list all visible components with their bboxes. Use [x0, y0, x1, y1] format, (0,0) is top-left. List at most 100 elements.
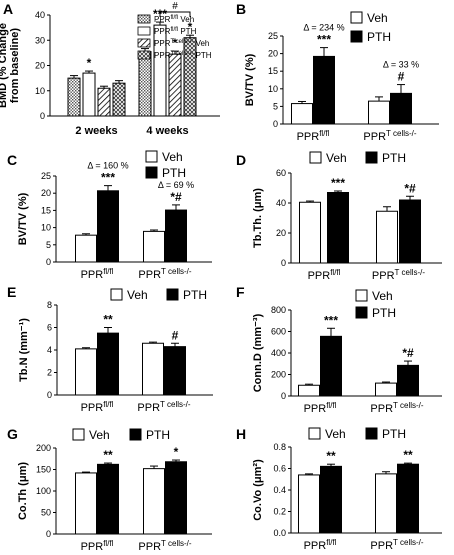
- y-tick-label: 20: [276, 228, 286, 238]
- y-tick-label: 6: [47, 323, 52, 333]
- bar: [82, 72, 96, 117]
- significance-mark: *#: [170, 190, 182, 204]
- y-tick-label: 60: [276, 168, 286, 178]
- significance-mark: #: [398, 70, 405, 84]
- category-label: PPRfl/fl: [81, 539, 114, 553]
- panel-h: H 0.0 0.2 0.4 0.6 0.8 Co.Vo (μm²) PPRfl/fl PPRT …: [236, 426, 442, 552]
- bar: [327, 192, 349, 264]
- category-label: PPRfl/fl: [297, 129, 330, 143]
- category-label: 4 weeks: [146, 125, 188, 137]
- y-tick-label: 5: [46, 240, 51, 250]
- y-tick-label: 15: [41, 205, 51, 215]
- legend-swatch: [110, 288, 123, 301]
- category-label: PPRT cells-/-: [137, 400, 190, 414]
- significance-mark: **: [326, 449, 336, 463]
- legend-swatch: [308, 427, 321, 440]
- bar: [143, 468, 165, 535]
- y-tick-label: 0.6: [273, 464, 286, 474]
- y-tick-label: 2: [47, 368, 52, 378]
- legend-swatch: [309, 151, 322, 164]
- panel-letter: A: [3, 1, 13, 17]
- delta-annotation: Δ = 160 %: [87, 161, 128, 171]
- bar: [75, 234, 97, 263]
- bar: [97, 332, 119, 396]
- significance-mark: *: [173, 36, 178, 50]
- category-label: PPRT cells-/-: [363, 129, 416, 143]
- legend-swatch: [137, 26, 151, 36]
- bar: [67, 77, 81, 117]
- significance-mark: *#: [402, 346, 414, 360]
- legend-label: PPRT cells-/- PTH: [154, 51, 212, 60]
- panel-g: G 0 50 100 150 200 Co.Th (μm) PPRfl/fl PPRT cell…: [7, 426, 212, 553]
- bar: [138, 51, 152, 117]
- panel-b: B 0 5 10 15 20 25 BV/TV (%) PPRfl/fl PPRT cells-/…: [236, 1, 439, 143]
- category-label: PPRT cells-/-: [370, 538, 423, 552]
- bar: [399, 199, 421, 264]
- bar: [313, 55, 335, 125]
- y-tick-label: 0: [46, 529, 51, 539]
- y-tick-label: 0: [40, 111, 45, 121]
- significance-mark: *#: [404, 181, 416, 195]
- legend-label: Veh: [325, 427, 346, 441]
- y-tick-label: 150: [36, 465, 51, 475]
- y-tick-label: 100: [36, 486, 51, 496]
- legend-swatch: [365, 151, 378, 164]
- category-label: PPRfl/fl: [81, 400, 114, 414]
- bar: [142, 342, 164, 396]
- category-label: PPRfl/fl: [304, 538, 337, 552]
- bar: [376, 210, 398, 264]
- panel-e: E 0 2 4 6 8 Tb.N (mm⁻¹) PPRfl/fl PPRT cells-/- **…: [7, 284, 213, 414]
- bar: [298, 384, 320, 397]
- y-tick-label: 20: [41, 188, 51, 198]
- legend-swatch: [365, 427, 378, 440]
- y-axis-label: BMD (% Change: [0, 23, 9, 108]
- legend-label: PTH: [162, 166, 186, 180]
- category-label: PPRfl/fl: [81, 267, 114, 281]
- bar: [75, 472, 97, 535]
- legend-label: PPRfl/fl Veh: [154, 15, 194, 24]
- panel-letter: F: [236, 284, 245, 300]
- panel-letter: C: [7, 152, 17, 168]
- y-tick-label: 10: [35, 86, 45, 96]
- bar: [375, 382, 397, 397]
- legend-label: PTH: [146, 428, 170, 442]
- y-tick-label: 0.4: [273, 485, 286, 495]
- legend-swatch: [355, 306, 368, 319]
- legend-swatch: [350, 30, 363, 43]
- significance-mark: #: [172, 328, 179, 342]
- legend-label: PTH: [382, 427, 406, 441]
- y-tick-label: 200: [36, 443, 51, 453]
- y-axis-label: BV/TV (%): [17, 192, 29, 245]
- category-label: PPRT cells-/-: [372, 268, 425, 282]
- bar: [298, 474, 320, 534]
- legend-label: Veh: [162, 150, 183, 164]
- legend-label: Veh: [372, 289, 393, 303]
- bar: [97, 463, 119, 535]
- y-tick-label: 0: [47, 390, 52, 400]
- y-tick-label: 30: [35, 35, 45, 45]
- y-tick-label: 10: [41, 223, 51, 233]
- y-tick-label: 25: [41, 171, 51, 181]
- category-label: PPRfl/fl: [304, 401, 337, 415]
- y-tick-label: 20: [268, 49, 278, 59]
- significance-mark: ***: [101, 171, 115, 185]
- bar: [397, 364, 419, 397]
- y-tick-label: 10: [268, 84, 278, 94]
- legend-label: PTH: [183, 288, 207, 302]
- y-tick-label: 200: [271, 370, 286, 380]
- y-axis-label: Tb.Th. (μm): [252, 188, 264, 248]
- legend-swatch: [166, 288, 179, 301]
- bar: [368, 100, 390, 125]
- legend-swatch: [137, 14, 151, 24]
- y-tick-label: 50: [41, 508, 51, 518]
- panel-letter: E: [7, 284, 16, 300]
- significance-mark: ***: [317, 33, 331, 47]
- significance-mark: *: [188, 20, 193, 34]
- y-tick-label: 0: [273, 119, 278, 129]
- y-tick-label: 25: [268, 31, 278, 41]
- bar: [165, 209, 187, 263]
- delta-annotation: Δ = 234 %: [303, 23, 344, 33]
- significance-mark: #: [172, 1, 178, 12]
- y-tick-label: 4: [47, 345, 52, 355]
- legend-swatch: [129, 428, 142, 441]
